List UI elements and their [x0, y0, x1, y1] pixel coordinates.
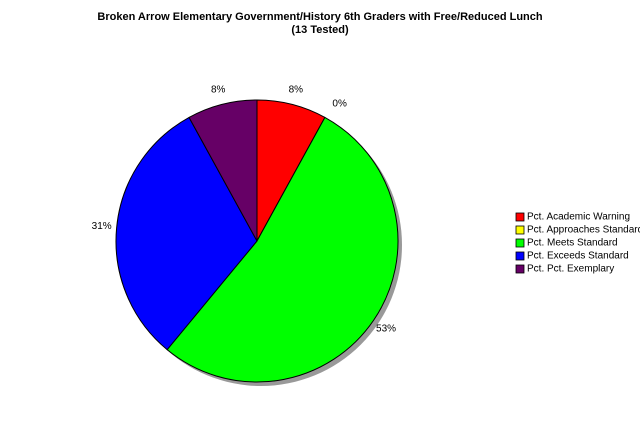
legend-label: Pct. Meets Standard	[527, 238, 618, 249]
pie-slice	[166, 116, 399, 383]
legend-label: Pct. Academic Warning	[527, 212, 630, 223]
pie-slice	[188, 99, 258, 242]
legend-swatch	[515, 251, 525, 261]
legend-label: Pct. Pct. Exemplary	[527, 264, 614, 275]
chart-subtitle: (13 Tested)	[291, 24, 349, 36]
legend-swatch	[515, 238, 525, 248]
legend-swatch	[515, 212, 525, 222]
data-label: 0%	[332, 99, 347, 110]
data-label: 8%	[211, 85, 226, 96]
legend-label: Pct. Exceeds Standard	[527, 251, 629, 262]
legend-label: Pct. Approaches Standard	[527, 225, 640, 236]
legend-swatch	[515, 225, 525, 235]
legend-swatch	[515, 264, 525, 274]
chart-title: Broken Arrow Elementary Government/Histo…	[97, 11, 542, 23]
data-label: 53%	[376, 323, 396, 334]
data-label: 8%	[289, 85, 304, 96]
data-label: 31%	[92, 221, 112, 232]
pie-slice	[115, 116, 258, 351]
